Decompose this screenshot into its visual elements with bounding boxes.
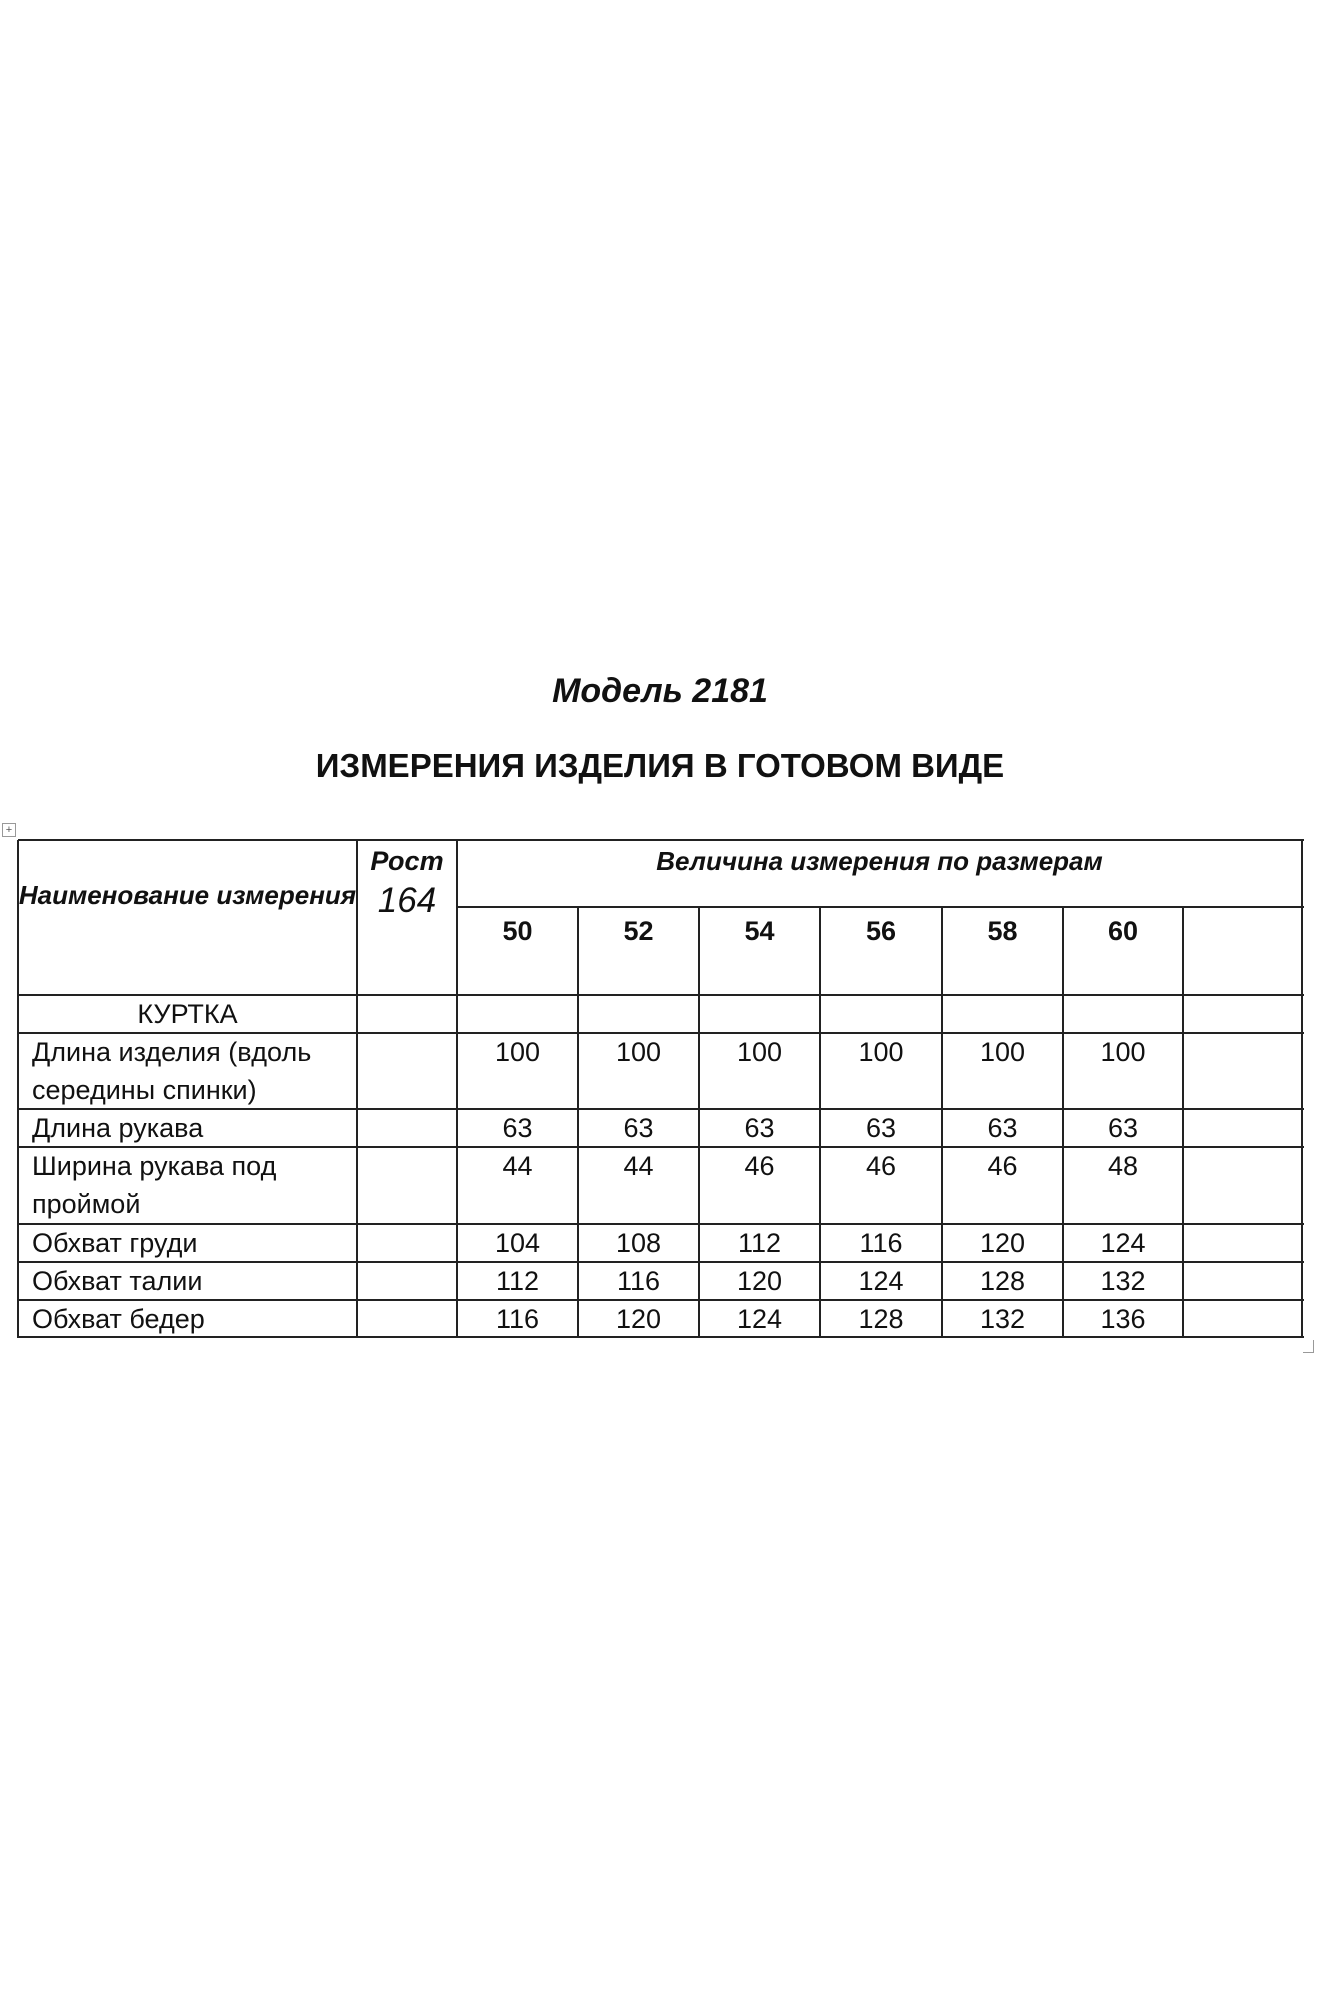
measurement-value: 63 — [623, 1113, 654, 1143]
measurement-value: 44 — [623, 1151, 654, 1181]
measurement-name: Обхват груди — [32, 1228, 198, 1258]
measurement-value: 112 — [495, 1266, 540, 1296]
table-end-marker — [1303, 1340, 1314, 1353]
measurement-name: Длина изделия (вдоль середины спинки) — [32, 1037, 312, 1105]
measurement-value: 63 — [865, 1113, 897, 1143]
measurements-table: Наименование измерения Рост 164 Величина… — [17, 839, 1304, 1338]
size-header: 52 — [623, 916, 654, 946]
measurement-value: 100 — [858, 1037, 904, 1067]
row-border — [18, 1299, 1304, 1301]
measurement-value: 63 — [987, 1113, 1018, 1143]
measurement-value: 124 — [736, 1304, 783, 1334]
column-border — [1062, 907, 1064, 1338]
column-border — [1301, 840, 1303, 1338]
row-border — [18, 1336, 1304, 1338]
measurement-value: 124 — [858, 1266, 904, 1296]
measurement-value: 108 — [615, 1228, 662, 1258]
row-border — [18, 839, 1304, 841]
column-border — [456, 840, 458, 1338]
measurement-value: 46 — [987, 1151, 1018, 1181]
row-border — [18, 994, 1304, 996]
size-header: 54 — [744, 916, 775, 946]
column-border — [941, 907, 943, 1338]
column-border — [17, 840, 19, 1338]
header-measurement-name: Наименование измерения — [18, 880, 357, 910]
measurement-value: 132 — [1100, 1266, 1146, 1296]
size-header: 58 — [987, 916, 1018, 946]
measurement-name: Обхват бедер — [32, 1304, 205, 1334]
measurement-name: Обхват талии — [32, 1266, 203, 1296]
measurement-value: 100 — [615, 1037, 662, 1067]
column-border — [1182, 907, 1184, 1338]
measurement-value: 116 — [859, 1228, 903, 1258]
measurement-value: 124 — [1100, 1228, 1146, 1258]
measurement-value: 100 — [736, 1037, 783, 1067]
measurement-value: 116 — [616, 1266, 661, 1296]
size-header: 50 — [502, 916, 533, 946]
row-border — [18, 1223, 1304, 1225]
section-label: КУРТКА — [137, 999, 238, 1029]
measurement-value: 100 — [1100, 1037, 1146, 1067]
measurement-value: 44 — [502, 1151, 533, 1181]
header-height-label: Рост — [370, 846, 444, 876]
measurement-value: 63 — [502, 1113, 533, 1143]
column-border — [819, 907, 821, 1338]
measurement-value: 104 — [494, 1228, 541, 1258]
measurement-value: 46 — [865, 1151, 897, 1181]
measurement-value: 128 — [979, 1266, 1026, 1296]
measurement-value: 63 — [1107, 1113, 1139, 1143]
measurement-value: 120 — [736, 1266, 783, 1296]
measurement-value: 120 — [615, 1304, 662, 1334]
row-border — [18, 1261, 1304, 1263]
header-height-value: 164 — [377, 881, 437, 920]
measurement-value: 100 — [494, 1037, 541, 1067]
document-heading: ИЗМЕРЕНИЯ ИЗДЕЛИЯ В ГОТОВОМ ВИДЕ — [315, 747, 1005, 784]
header-sizes: Величина измерения по размерам — [656, 846, 1103, 876]
measurement-value: 100 — [979, 1037, 1026, 1067]
row-border — [18, 1108, 1304, 1110]
measurement-value: 112 — [737, 1228, 782, 1258]
measurement-name: Ширина рукава под проймой — [32, 1151, 277, 1219]
measurement-value: 132 — [979, 1304, 1026, 1334]
row-border — [18, 1032, 1304, 1034]
measurement-value: 120 — [979, 1228, 1026, 1258]
size-header: 56 — [865, 916, 897, 946]
column-border — [577, 907, 579, 1338]
measurement-value: 128 — [858, 1304, 904, 1334]
table-move-handle-icon[interactable]: + — [2, 823, 16, 837]
measurement-value: 48 — [1107, 1151, 1139, 1181]
measurement-value: 63 — [744, 1113, 775, 1143]
row-border — [18, 1146, 1304, 1148]
model-title: Модель 2181 — [552, 672, 768, 710]
column-border — [698, 907, 700, 1338]
measurement-value: 46 — [744, 1151, 775, 1181]
measurement-value: 116 — [495, 1304, 540, 1334]
measurement-value: 136 — [1100, 1304, 1146, 1334]
measurement-name: Длина рукава — [32, 1113, 204, 1143]
size-header: 60 — [1107, 916, 1139, 946]
column-border — [356, 840, 358, 1338]
row-border — [457, 906, 1304, 908]
